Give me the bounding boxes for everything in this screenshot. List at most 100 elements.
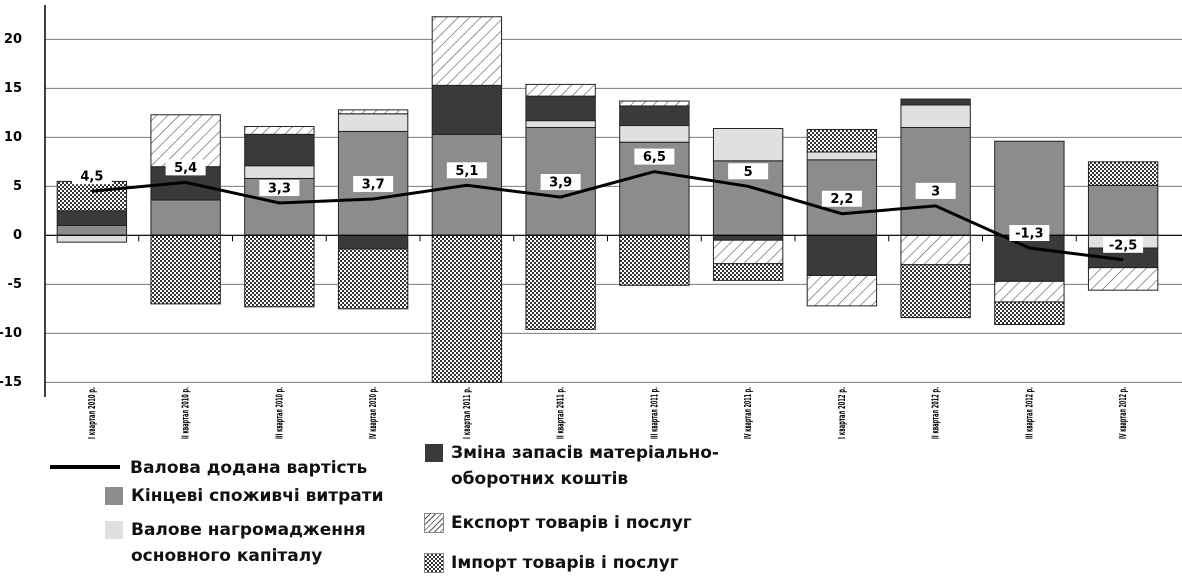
y-tick-label: 5: [13, 179, 22, 194]
bar-segment: [619, 105, 690, 127]
bar-segment: [994, 140, 1065, 236]
value-label: -1,3: [1015, 227, 1043, 242]
bar-segment: [900, 264, 971, 319]
chart: -15 -10 -5 0 5 10 15 20 I квартал 2010 р. II квар…: [0, 5, 1182, 439]
x-tick-label: III квартал 2012 р.: [1024, 387, 1035, 439]
value-label: 3: [931, 184, 940, 199]
bar-segment: [525, 120, 596, 128]
bar-segment: [431, 16, 503, 86]
value-label: 3,7: [362, 178, 385, 193]
bar-segment: [1087, 184, 1159, 236]
bar-segment: [900, 98, 971, 106]
legend-label: Валова додана вартість: [130, 458, 368, 478]
bar-segment: [431, 234, 503, 383]
legend-label: Зміна запасів матеріально-оборотних кошт…: [451, 443, 719, 489]
bar-segment: [56, 210, 128, 227]
x-tick-label: I квартал 2012 р.: [837, 387, 848, 439]
value-label: 4,5: [80, 170, 103, 185]
bar-segment: [806, 151, 878, 161]
legend-label: Валове нагромадження основного капіталу: [131, 520, 366, 566]
bar-segment: [337, 109, 409, 115]
bar-segment: [431, 84, 503, 135]
bar-segment: [712, 239, 784, 265]
bar-segment: [525, 83, 596, 97]
legend-label: Імпорт товарів і послуг: [451, 553, 679, 573]
legend-swatch: [105, 487, 123, 505]
bar-segment: [56, 180, 128, 212]
value-label-box: [634, 148, 675, 165]
bar-segment: [150, 114, 221, 168]
bar-segment: [712, 263, 784, 281]
bar-segment: [525, 234, 596, 330]
bar-segment: [994, 234, 1065, 282]
x-tick-label: II квартал 2010 р.: [181, 387, 192, 439]
bar-segment: [994, 301, 1065, 325]
x-tick-label: IV квартал 2012 р.: [1118, 387, 1129, 439]
legend-label: Експорт товарів і послуг: [451, 513, 692, 533]
x-tick-label: IV квартал 2011 р.: [743, 387, 754, 439]
bar-segment: [900, 127, 971, 236]
legend-swatch: [424, 553, 444, 573]
x-tick-label: IV квартал 2010 р.: [368, 387, 379, 439]
value-label-box: [915, 182, 956, 199]
x-tick-label: II квартал 2012 р.: [931, 387, 942, 439]
bar-segment: [337, 234, 409, 250]
y-tick-label: 15: [4, 81, 22, 96]
y-tick-label: 10: [4, 130, 22, 145]
bar-segment: [619, 234, 690, 286]
line: [91, 170, 1124, 262]
value-label: 3,3: [268, 181, 291, 196]
bar-segment: [806, 234, 878, 276]
y-tick-label: -10: [0, 326, 22, 341]
bar-segment: [150, 234, 221, 305]
x-tick-label: I квартал 2010 р.: [87, 387, 98, 439]
bar-segment: [525, 95, 596, 122]
y-tick-label: 20: [4, 32, 22, 47]
bar-segment: [1087, 161, 1159, 186]
y-tick-label: 0: [13, 228, 22, 243]
bar-segment: [337, 248, 409, 310]
bar-segment: [900, 104, 971, 128]
bar-segment: [150, 199, 221, 236]
bar-segment: [619, 125, 690, 143]
value-label: -2,5: [1109, 238, 1137, 253]
value-label-box: [540, 174, 581, 191]
x-tick-label: II квартал 2011 р.: [556, 387, 567, 439]
bar-segment: [244, 165, 315, 179]
bar-segment: [806, 128, 878, 153]
value-label: 5,4: [174, 161, 197, 176]
y-tick-label: -5: [8, 277, 22, 292]
bar-segment: [244, 126, 315, 135]
bar-segment: [806, 159, 878, 236]
value-label-box: [71, 168, 112, 185]
value-label: 6,5: [643, 150, 666, 165]
value-label-box: [353, 176, 394, 193]
value-label-box: [259, 179, 300, 196]
x-tick-label: III квартал 2011 р.: [649, 387, 660, 439]
value-label-box: [165, 159, 206, 176]
legend-label: Кінцеві споживчі витрати: [131, 486, 384, 506]
bar-segment: [337, 113, 409, 132]
bar-segment: [994, 280, 1065, 303]
legend-swatch: [425, 444, 443, 462]
bar-segment: [1087, 267, 1159, 291]
value-label: 5: [744, 165, 753, 180]
value-label: 5,1: [455, 164, 478, 179]
legend-swatch: [50, 465, 120, 469]
x-tick-label: III квартал 2010 р.: [274, 387, 285, 439]
legend-swatch: [105, 521, 123, 539]
bar-segment: [806, 274, 878, 307]
x-tick-label: I квартал 2011 р.: [462, 387, 473, 439]
bar-segment: [244, 234, 315, 308]
value-label-box: [1009, 225, 1050, 242]
value-label-box: [446, 162, 487, 179]
value-label-box: [821, 190, 862, 207]
bar-segment: [900, 234, 971, 266]
y-tick-label: -15: [0, 375, 22, 390]
value-label: 3,9: [549, 176, 572, 191]
value-label: 2,2: [830, 192, 853, 207]
bar-segment: [712, 127, 784, 162]
bar-segment: [712, 234, 784, 241]
bar-segment: [619, 100, 690, 107]
